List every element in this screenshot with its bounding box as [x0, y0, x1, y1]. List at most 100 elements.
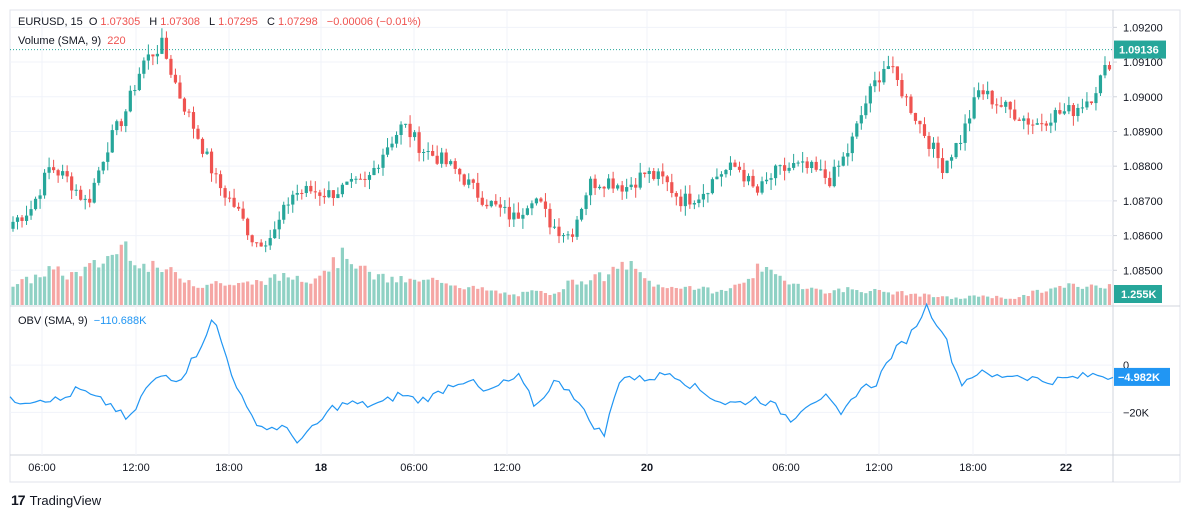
volume-bar — [986, 296, 990, 305]
x-tick-label: 18:00 — [215, 462, 243, 474]
volume-bar — [697, 288, 701, 305]
volume-bar — [458, 288, 462, 305]
candle-body — [999, 105, 1003, 107]
volume-bar — [773, 274, 778, 305]
volume-bar — [151, 260, 155, 305]
candle-body — [426, 150, 430, 152]
volume-bar — [331, 257, 335, 305]
candle-body — [318, 192, 322, 196]
volume-bar — [656, 284, 660, 305]
volume-bar — [868, 291, 872, 305]
volume-bar — [250, 284, 254, 305]
x-tick-label: 12:00 — [122, 462, 150, 474]
volume-bar — [579, 281, 584, 305]
candle-body — [367, 175, 372, 180]
volume-bar — [128, 260, 132, 305]
candle-body — [173, 74, 178, 83]
volume-bar — [1004, 298, 1008, 305]
volume-bar — [11, 286, 15, 305]
volume-bar — [701, 286, 705, 305]
symbol-label: EURUSD, 15 — [18, 16, 83, 28]
volume-bar — [1062, 287, 1066, 305]
candle-body — [399, 124, 403, 135]
candle-body — [462, 174, 466, 185]
obv-last-label: −4.982K — [1118, 372, 1160, 384]
candle-body — [422, 151, 426, 153]
candle-body — [151, 54, 155, 57]
volume-bar — [999, 297, 1003, 305]
volume-bar — [882, 291, 886, 305]
volume-bar — [1044, 291, 1048, 305]
candle-body — [507, 206, 511, 220]
candle-body — [124, 111, 128, 127]
candle-body — [83, 198, 87, 200]
candle-body — [918, 120, 922, 125]
volume-bar — [65, 279, 69, 305]
candle-body — [494, 200, 498, 205]
candle-body — [611, 178, 615, 189]
candle-body — [773, 165, 778, 179]
y-tick-label: 1.09000 — [1123, 92, 1163, 104]
volume-bar — [286, 277, 290, 305]
volume-bar — [850, 289, 854, 305]
volume-bar — [358, 265, 363, 305]
volume-bar — [995, 295, 999, 305]
candle-body — [882, 68, 886, 83]
x-tick-label: 18:00 — [959, 462, 987, 474]
candle-body — [115, 121, 119, 131]
candle-body — [634, 184, 638, 188]
candle-body — [227, 197, 232, 199]
candle-body — [968, 118, 972, 124]
volume-bar — [336, 268, 340, 305]
volume-bar — [710, 293, 715, 305]
volume-bar — [214, 281, 218, 305]
candle-body — [868, 86, 872, 104]
volume-bar — [616, 268, 620, 305]
volume-bar — [638, 272, 642, 305]
candle-body — [674, 193, 678, 197]
candle-body — [597, 186, 602, 189]
volume-bar — [746, 278, 751, 305]
candle-body — [435, 155, 439, 164]
volume-bar — [1040, 292, 1044, 305]
volume-bar — [855, 290, 859, 305]
candle-body — [241, 208, 245, 219]
candle-body — [390, 143, 394, 148]
volume-bar — [607, 274, 611, 305]
volume-bar — [936, 297, 940, 305]
candle-body — [453, 161, 457, 169]
volume-bar — [873, 288, 877, 305]
volume-bar — [327, 271, 331, 305]
candle-body — [801, 161, 805, 163]
volume-bar — [1017, 297, 1021, 305]
candle-body — [940, 158, 945, 173]
volume-bar — [295, 275, 299, 305]
candle-body — [972, 97, 976, 119]
candle-body — [936, 142, 940, 159]
y-tick-label: 1.08700 — [1123, 196, 1163, 208]
volume-bar — [498, 293, 502, 305]
candle-body — [620, 185, 624, 192]
last-volume-badge — [1114, 285, 1162, 303]
candle-body — [277, 219, 281, 230]
candle-body — [354, 178, 358, 180]
candle-body — [1013, 109, 1017, 120]
close-value: 1.07298 — [277, 16, 318, 28]
candle-body — [304, 185, 308, 194]
candle-body — [164, 37, 169, 59]
candle-body — [1026, 118, 1030, 125]
volume-legend-value: 220 — [107, 35, 126, 47]
candle-body — [133, 90, 137, 92]
volume-bar — [625, 269, 629, 305]
volume-bar — [737, 283, 742, 305]
volume-bar — [602, 281, 606, 305]
volume-bar — [814, 288, 818, 305]
tradingview-logo[interactable]: 17 TradingView — [11, 492, 101, 508]
volume-bar — [83, 266, 87, 305]
volume-bar — [322, 270, 326, 305]
candle-body — [981, 90, 985, 95]
volume-bar — [237, 283, 241, 305]
volume-bar — [674, 288, 678, 305]
